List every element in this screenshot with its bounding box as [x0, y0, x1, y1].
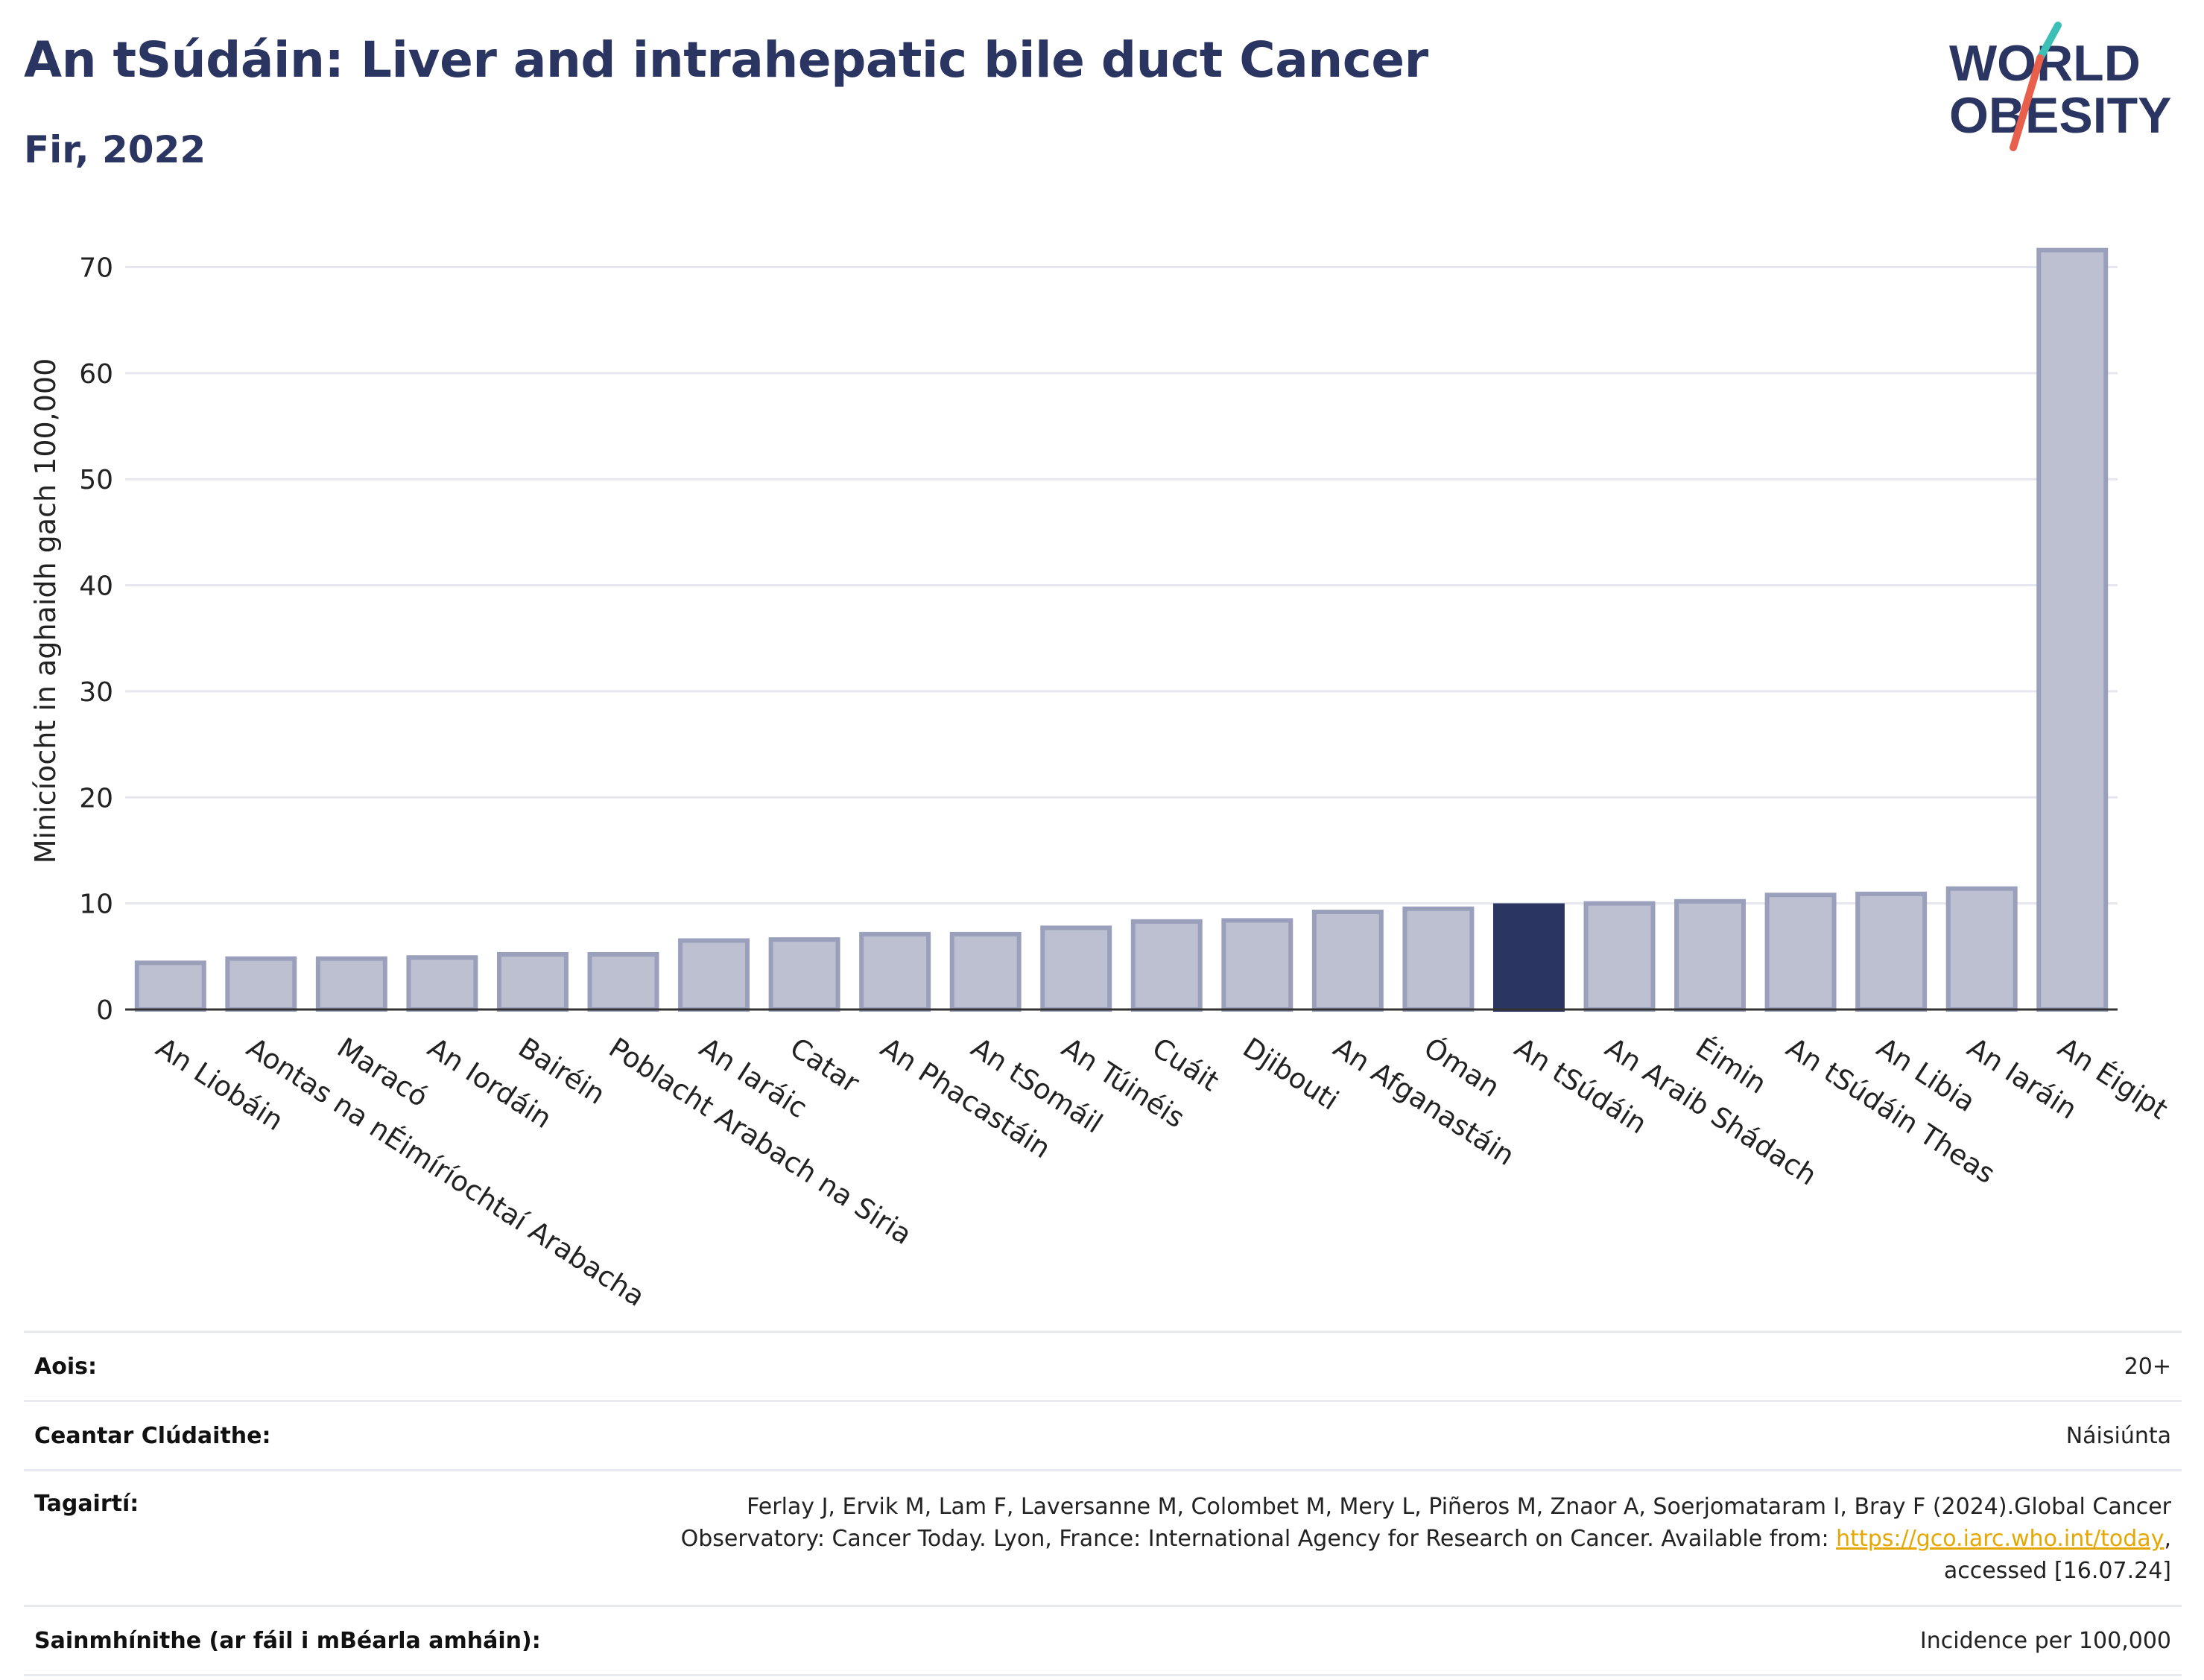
metadata-table: Aois: 20+ Ceantar Clúdaithe: Náisiúnta T… [24, 1331, 2182, 1676]
bar [1402, 906, 1475, 1012]
logo-line2: OBESITY [1949, 87, 2172, 144]
bar [1311, 910, 1384, 1012]
meta-label-definitions: Sainmhínithe (ar fáil i mBéarla amháin): [34, 1628, 541, 1654]
reference-link[interactable]: https://gco.iarc.who.int/today [1836, 1526, 2165, 1552]
bar [1945, 886, 2018, 1012]
bar [2036, 247, 2109, 1012]
y-tick-label: 50 [79, 465, 113, 495]
bar [949, 931, 1022, 1012]
bar [1583, 901, 1656, 1012]
meta-value-area: Náisiúnta [2065, 1423, 2171, 1449]
bar [1221, 918, 1293, 1012]
bar [134, 960, 206, 1012]
bar [315, 956, 387, 1012]
y-tick-label: 40 [79, 571, 113, 602]
y-tick-label: 20 [79, 783, 113, 814]
bar [1764, 893, 1837, 1012]
bar [1040, 925, 1112, 1012]
bar [1674, 898, 1747, 1012]
page-subtitle: Fir, 2022 [24, 128, 206, 171]
y-tick-label: 10 [79, 890, 113, 920]
bar [406, 955, 478, 1012]
y-axis-label: Minicíocht in aghaidh gach 100,000 [29, 358, 62, 864]
axis-layer: 0 10 20 30 40 50 60 70 [79, 253, 2118, 1026]
bar [1130, 919, 1203, 1012]
bar-layer [134, 247, 2109, 1012]
reference-line-2: Observatory: Cancer Today. Lyon, France:… [680, 1526, 1837, 1552]
grid-layer [125, 265, 2118, 905]
y-tick-label: 70 [79, 253, 113, 283]
y-tick-label: 0 [96, 995, 113, 1026]
bar [587, 951, 659, 1012]
meta-row-age: Aois: 20+ [24, 1331, 2182, 1400]
bar [496, 951, 569, 1012]
bar [225, 956, 297, 1012]
meta-value-references: Ferlay J, Ervik M, Lam F, Laversanne M, … [681, 1491, 2171, 1587]
y-tick-label: 60 [79, 359, 113, 390]
meta-value-age: 20+ [2124, 1354, 2171, 1380]
reference-line-1: Ferlay J, Ervik M, Lam F, Laversanne M, … [747, 1494, 2171, 1520]
meta-value-definitions: Incidence per 100,000 [1919, 1628, 2171, 1654]
meta-row-definitions: Sainmhínithe (ar fáil i mBéarla amháin):… [24, 1605, 2182, 1676]
bar [1855, 891, 1928, 1012]
meta-row-references: Tagairtí: Ferlay J, Ervik M, Lam F, Lave… [24, 1469, 2182, 1605]
bar [678, 938, 750, 1012]
bar [859, 931, 931, 1012]
reference-line-3: accessed [16.07.24] [1943, 1558, 2171, 1584]
meta-row-area: Ceantar Clúdaithe: Náisiúnta [24, 1400, 2182, 1469]
bar [768, 937, 840, 1012]
reference-line-2-end: , [2164, 1526, 2171, 1552]
page-title: An tSúdáin: Liver and intrahepatic bile … [24, 31, 1428, 89]
meta-label-age: Aois: [34, 1354, 97, 1380]
meta-label-area: Ceantar Clúdaithe: [34, 1423, 271, 1449]
world-obesity-logo: WORLD OBESITY [1949, 22, 2172, 151]
logo-slash-bottom [2010, 54, 2044, 151]
x-tick-label: Djibouti [1237, 1031, 1344, 1116]
meta-label-references: Tagairtí: [34, 1491, 139, 1517]
logo-slash-top [2036, 22, 2062, 62]
y-tick-label: 30 [79, 677, 113, 708]
bar [1492, 903, 1565, 1012]
